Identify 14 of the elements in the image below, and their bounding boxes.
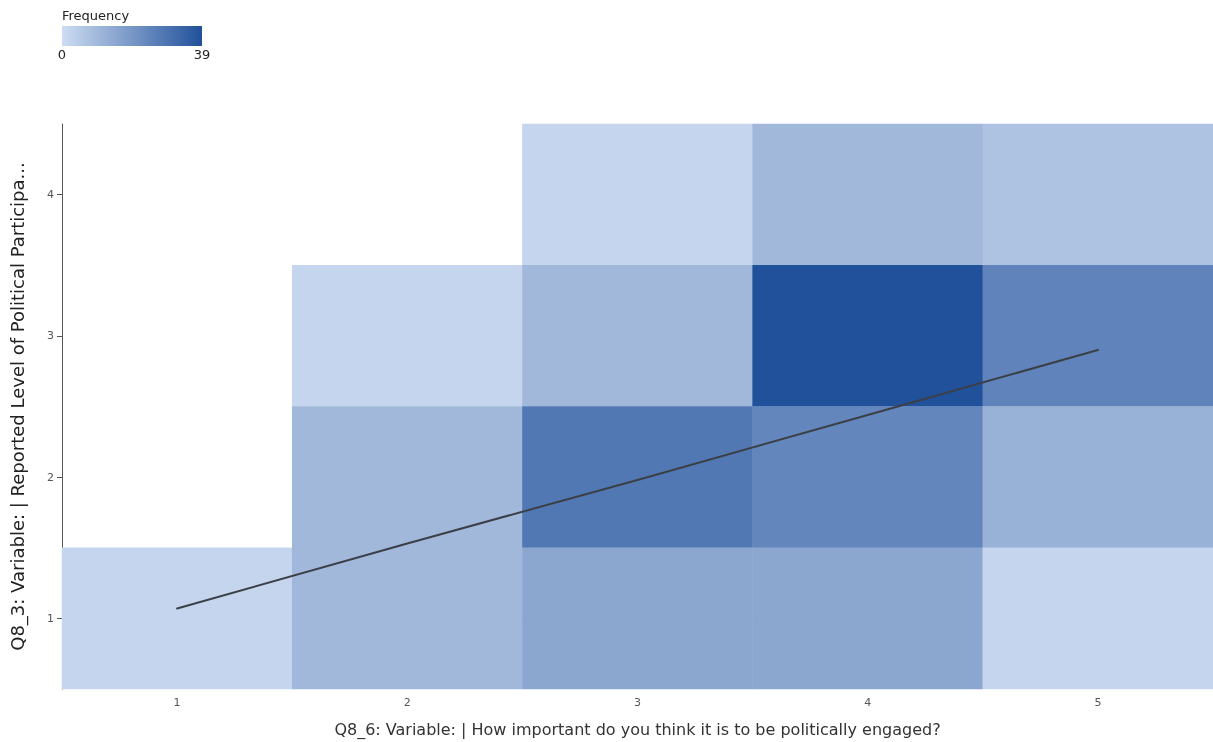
y-tick-label: 3 bbox=[47, 329, 54, 343]
y-axis-title: Q8_3: Variable: | Reported Level of Political Participa... bbox=[6, 162, 29, 651]
x-tick-label: 2 bbox=[403, 696, 411, 709]
x-tick-label: 5 bbox=[1094, 696, 1102, 709]
x-tick-label: 1 bbox=[173, 696, 181, 709]
x-axis-title: Q8_6: Variable: | How important do you think it is to be politically engaged? bbox=[334, 719, 941, 740]
y-tick-label: 4 bbox=[47, 188, 54, 202]
color-bar-label: 39 bbox=[193, 47, 211, 62]
x-tick-label: 4 bbox=[864, 696, 872, 709]
color-bar-title: Frequency bbox=[62, 8, 131, 23]
color-bar-label: 0 bbox=[57, 47, 67, 62]
y-tick-label: 2 bbox=[47, 470, 54, 484]
y-tick-label: 1 bbox=[47, 611, 54, 625]
x-tick-label: 3 bbox=[634, 696, 641, 709]
